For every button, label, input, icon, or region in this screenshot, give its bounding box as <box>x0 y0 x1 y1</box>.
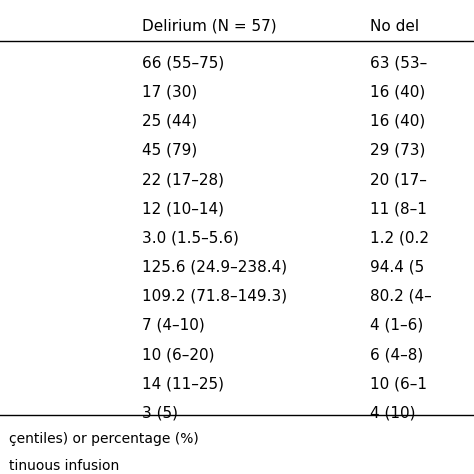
Text: 3 (5): 3 (5) <box>142 405 178 420</box>
Text: 16 (40): 16 (40) <box>370 114 425 129</box>
Text: 125.6 (24.9–238.4): 125.6 (24.9–238.4) <box>142 260 287 274</box>
Text: 4 (1–6): 4 (1–6) <box>370 318 423 333</box>
Text: 80.2 (4–: 80.2 (4– <box>370 289 431 304</box>
Text: çentiles) or percentage (%): çentiles) or percentage (%) <box>9 431 199 446</box>
Text: 29 (73): 29 (73) <box>370 143 425 158</box>
Text: 25 (44): 25 (44) <box>142 114 197 129</box>
Text: tinuous infusion: tinuous infusion <box>9 459 120 473</box>
Text: 94.4 (5: 94.4 (5 <box>370 260 424 274</box>
Text: 109.2 (71.8–149.3): 109.2 (71.8–149.3) <box>142 289 287 304</box>
Text: 20 (17–: 20 (17– <box>370 172 427 187</box>
Text: 63 (53–: 63 (53– <box>370 55 427 71</box>
Text: 22 (17–28): 22 (17–28) <box>142 172 224 187</box>
Text: 45 (79): 45 (79) <box>142 143 198 158</box>
Text: 4 (10): 4 (10) <box>370 405 415 420</box>
Text: No del: No del <box>370 18 419 34</box>
Text: 66 (55–75): 66 (55–75) <box>142 55 225 71</box>
Text: 11 (8–1: 11 (8–1 <box>370 201 427 216</box>
Text: 10 (6–1: 10 (6–1 <box>370 376 427 391</box>
Text: 10 (6–20): 10 (6–20) <box>142 347 215 362</box>
Text: 1.2 (0.2: 1.2 (0.2 <box>370 230 428 246</box>
Text: 6 (4–8): 6 (4–8) <box>370 347 423 362</box>
Text: 16 (40): 16 (40) <box>370 85 425 100</box>
Text: 12 (10–14): 12 (10–14) <box>142 201 224 216</box>
Text: Delirium (N = 57): Delirium (N = 57) <box>142 18 277 34</box>
Text: 17 (30): 17 (30) <box>142 85 198 100</box>
Text: 3.0 (1.5–5.6): 3.0 (1.5–5.6) <box>142 230 239 246</box>
Text: 7 (4–10): 7 (4–10) <box>142 318 205 333</box>
Text: 14 (11–25): 14 (11–25) <box>142 376 224 391</box>
